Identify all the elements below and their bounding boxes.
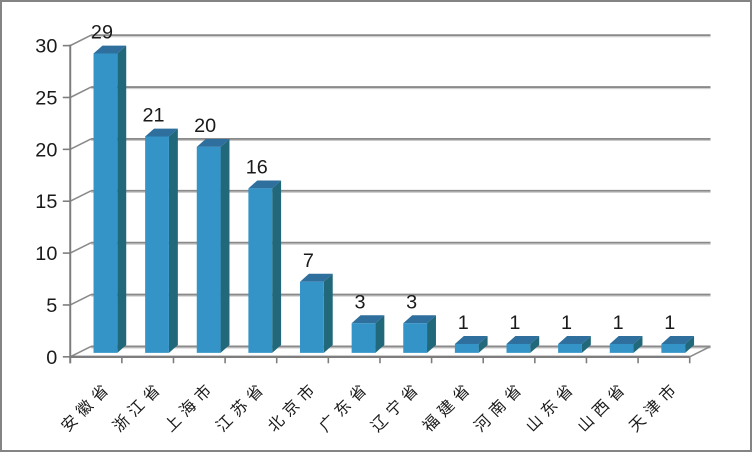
bar-value-label: 16 [246,157,268,179]
bar-value-label: 1 [664,312,675,334]
gridline-connector [69,34,92,47]
bar-value-label: 3 [406,291,417,313]
bar-value-label: 21 [143,105,165,127]
bar-value-label: 7 [303,250,314,272]
x-axis-category-label: 安徽省 [58,378,116,436]
bar [196,146,221,353]
gridline-connector [69,138,92,151]
bar-side-face [117,45,127,353]
bar-top-face [661,336,695,344]
bar-top-face [506,336,540,344]
y-axis-label: 30 [35,36,57,58]
bar-value-label: 1 [509,312,520,334]
x-axis-category-label: 广东省 [316,378,374,436]
bar-side-face [581,336,591,353]
bar [506,343,531,353]
gridline-connector [69,190,92,202]
gridline-connector [69,293,92,306]
bar-side-face [375,315,385,353]
bar [351,323,376,353]
y-axis-label: 5 [46,295,57,317]
x-axis-category-label: 天津市 [626,378,684,436]
gridline-connector [69,345,92,358]
x-axis-category-label: 山东省 [522,378,580,436]
bar-side-face [478,336,488,353]
y-axis-label: 20 [35,139,57,161]
gridline-connector [69,241,92,254]
bar-top-face [351,315,385,324]
bar-value-label: 1 [458,312,469,334]
gridline-connector [69,86,92,99]
bar-top-face [300,273,333,282]
bar-side-face [685,336,695,353]
bar-top-face [403,315,436,324]
bar-value-label: 1 [561,312,572,334]
x-axis-category-label: 上海市 [161,378,219,436]
bar [248,188,273,353]
bar-side-face [323,273,333,353]
bar-side-face [427,315,436,353]
bar-side-face [168,128,178,353]
bar-top-face [196,138,230,147]
bar-side-face [633,336,643,353]
bar [145,136,169,353]
bar [403,323,428,353]
bar-value-label: 3 [355,291,366,313]
bar [93,53,118,353]
bar-top-face [248,180,282,189]
x-axis-category-label: 北京市 [264,378,322,436]
x-axis-category-label: 辽宁省 [368,378,426,436]
floor-right-edge [689,345,711,358]
x-axis-category-label: 山西省 [574,378,632,436]
y-axis-label: 10 [35,243,57,265]
bar-top-face [145,128,178,137]
x-axis-category-label: 福建省 [419,378,477,436]
y-axis-label: 25 [35,87,57,109]
y-axis-label: 15 [35,191,57,213]
bar-side-face [220,138,230,353]
bar-top-face [454,336,488,344]
bar-top-face [558,336,591,344]
x-axis-category-label: 江苏省 [213,378,271,436]
bar-side-face [530,336,540,353]
bar-top-face [93,45,127,54]
x-axis-category-label: 浙江省 [109,378,167,436]
y-axis-label: 0 [46,347,57,369]
bar-top-face [609,336,643,344]
bar-value-label: 20 [194,115,216,137]
bar [609,343,634,353]
bar-value-label: 29 [91,22,113,44]
bar [300,281,324,353]
bar [661,343,686,353]
bar [454,343,479,353]
bar-side-face [272,180,282,353]
bar-value-label: 1 [613,312,624,334]
x-axis-category-label: 河南省 [471,378,529,436]
bar [558,343,582,353]
